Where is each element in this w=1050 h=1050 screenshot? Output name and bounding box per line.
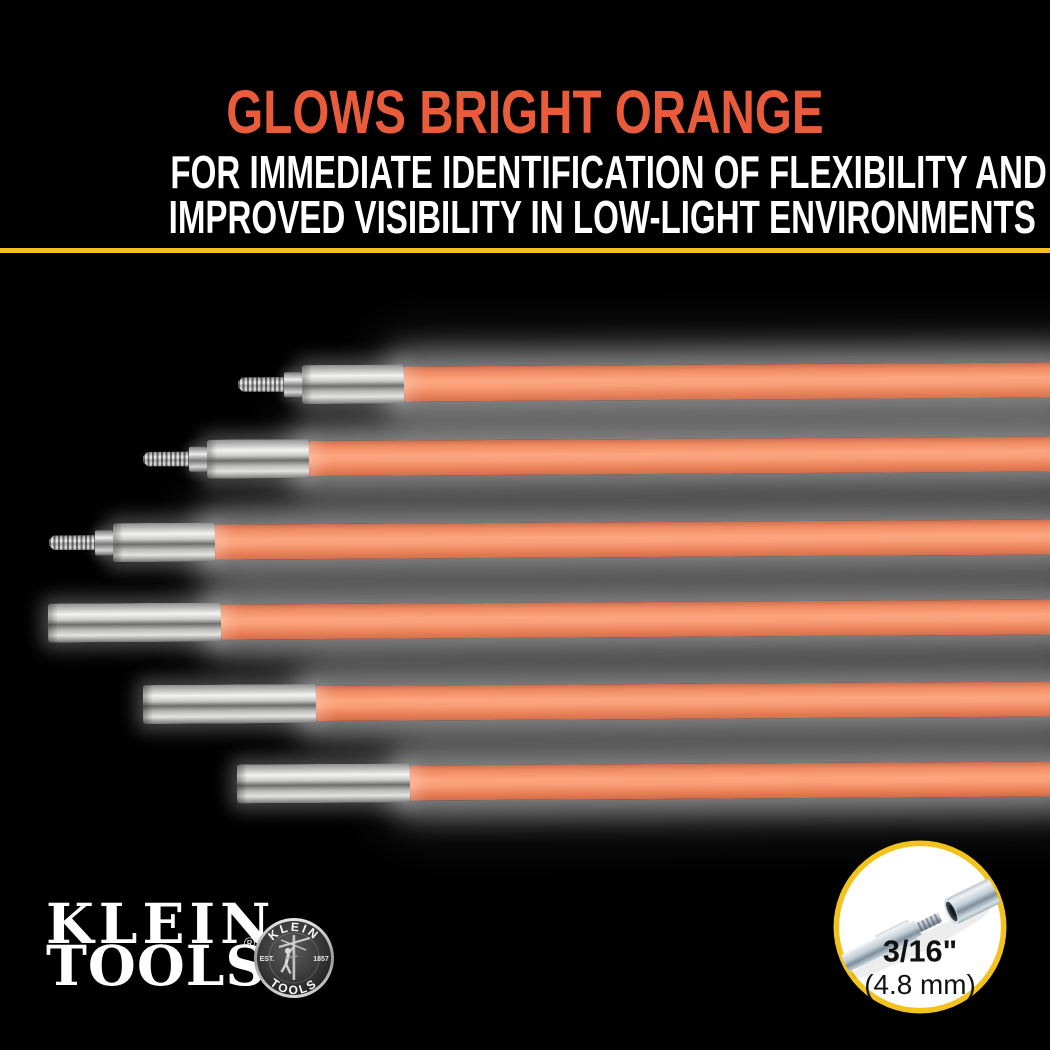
- yellow-divider-line: [0, 248, 1050, 253]
- svg-text:TOOLS: TOOLS: [268, 976, 321, 997]
- rod-shaft: [308, 435, 1050, 476]
- connector-detail-inset: 3/16" (4.8 mm): [833, 840, 1007, 1014]
- rod-shaft: [214, 518, 1050, 560]
- lineman-pole-icon: [278, 935, 311, 980]
- wordmark-tools: TOOLS: [46, 933, 267, 998]
- headline-text: GLOWS BRIGHT ORANGE: [226, 78, 824, 146]
- connector-ferrule: [301, 363, 405, 404]
- klein-tools-wordmark: KLEIN TOOLS ®: [46, 891, 276, 998]
- emblem-text-bottom: TOOLS: [268, 976, 318, 997]
- male-rod-shaft: [836, 938, 885, 988]
- connector-neck: [94, 529, 114, 555]
- connector-ferrule: [142, 683, 317, 724]
- glow-rod-6: [0, 758, 1050, 804]
- subtitle-line-2: IMPROVED VISIBILITY IN LOW-LIGHT ENVIRON…: [168, 191, 1036, 243]
- klein-tools-emblem-badge: KLEIN TOOLS EST. 1857: [254, 918, 334, 998]
- page-title: GLOWS BRIGHT ORANGE: [0, 82, 1050, 143]
- wordmark-klein: KLEIN: [46, 891, 276, 956]
- rod-shaft: [403, 361, 1050, 401]
- rod-shaft: [409, 760, 1050, 800]
- glow-rod-4: [0, 596, 1050, 643]
- subtitle-line-1: FOR IMMEDIATE IDENTIFICATION OF FLEXIBIL…: [170, 146, 1047, 198]
- threaded-tip: [238, 377, 284, 392]
- connector-ferrule: [206, 438, 310, 479]
- emblem-est-label: EST.: [260, 956, 275, 963]
- threaded-tip: [143, 451, 189, 466]
- connector-ferrule: [236, 762, 411, 804]
- male-ferrule: [875, 920, 918, 957]
- glow-rod-5: [0, 678, 1050, 724]
- registered-trademark-symbol: ®: [244, 935, 256, 952]
- glow-rod-2: [0, 433, 1050, 479]
- connector-ferrule: [47, 602, 222, 643]
- emblem-year-label: 1857: [313, 956, 329, 963]
- inset-size-mm: (4.8 mm): [864, 969, 976, 1000]
- connector-neck: [283, 371, 303, 397]
- rod-shaft: [220, 598, 1050, 640]
- glow-rod-1: [0, 359, 1050, 405]
- threaded-tip: [49, 535, 95, 550]
- connector-ferrule: [112, 522, 216, 562]
- glow-rod-3: [0, 516, 1050, 562]
- inset-size-inches: 3/16": [883, 933, 957, 968]
- rod-shaft: [315, 680, 1050, 721]
- connector-neck: [188, 446, 208, 472]
